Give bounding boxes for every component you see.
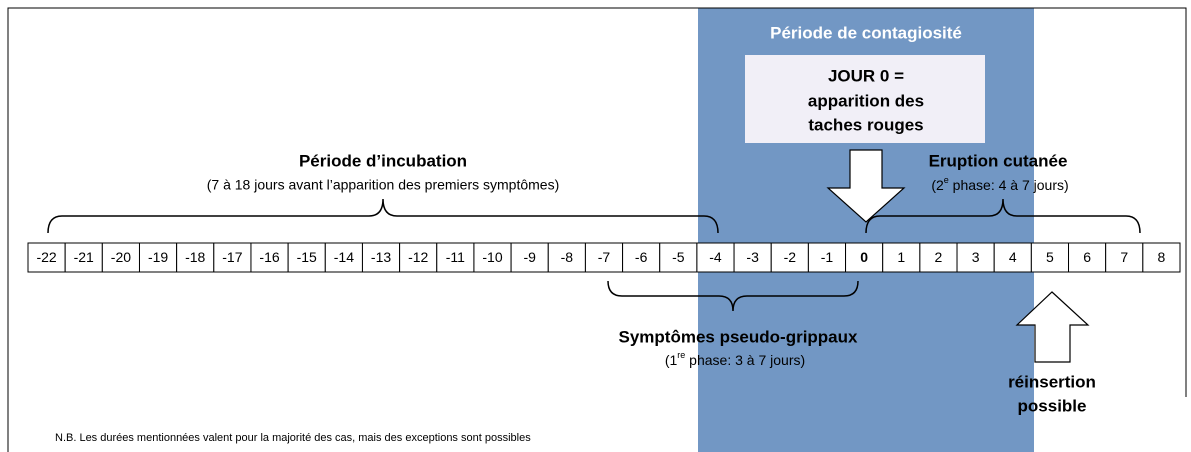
symptoms-subtitle: (1re phase: 3 à 7 jours) (665, 350, 805, 367)
day-label: -19 (148, 249, 168, 265)
day-label: -21 (74, 249, 94, 265)
day-cell (287, 242, 326, 273)
day-label: 8 (1158, 249, 1166, 265)
day-cell (138, 242, 178, 273)
day-label: -5 (672, 249, 685, 265)
day-cell (807, 242, 847, 273)
down-arrow (826, 149, 906, 223)
day-cell (845, 242, 884, 273)
day-cell (547, 242, 586, 273)
day-label: 7 (1120, 249, 1128, 265)
day-label: -2 (784, 249, 797, 265)
braces (47, 198, 1141, 312)
day-label: -16 (259, 249, 279, 265)
day-label: -17 (222, 249, 242, 265)
day-cell (659, 242, 698, 273)
day-label: -15 (297, 249, 317, 265)
day-label: 5 (1046, 249, 1054, 265)
superscript: e (944, 175, 949, 185)
eruption-title: Eruption cutanée (929, 151, 1068, 170)
frame (7, 7, 1187, 452)
text-part: phase: 3 à 7 jours) (685, 352, 805, 368)
day-cell (473, 242, 512, 273)
day-cell (993, 242, 1032, 273)
day-label: -9 (523, 249, 536, 265)
text-part: (1 (665, 352, 678, 368)
day-label: -12 (408, 249, 428, 265)
day-label: -3 (746, 249, 759, 265)
day-cell (27, 242, 66, 273)
brace (47, 198, 719, 234)
day-zero-line: taches rouges (808, 115, 923, 134)
day-cell (1068, 242, 1107, 273)
day-cell (64, 242, 103, 273)
text-part: (2 (931, 177, 944, 193)
symptoms-title: Symptômes pseudo-grippaux (619, 327, 859, 346)
brace (865, 198, 1141, 234)
day-label: 2 (935, 249, 943, 265)
day-label: -8 (561, 249, 574, 265)
day-cell (770, 242, 809, 273)
day-label: 3 (972, 249, 980, 265)
day-label: 4 (1009, 249, 1017, 265)
day-cell (882, 242, 921, 273)
up-arrow (1015, 291, 1090, 363)
incubation-title: Période d’incubation (299, 151, 467, 170)
incubation-subtitle: (7 à 18 jours avant l’apparition des pre… (207, 177, 560, 193)
day-label: -11 (446, 249, 465, 265)
day-label: -10 (482, 249, 502, 265)
day-label: -13 (371, 249, 391, 265)
note: N.B. Les durées mentionnées valent pour … (55, 432, 531, 444)
day-cell (176, 242, 215, 273)
day-label: 0 (860, 249, 868, 265)
day-cell (696, 242, 735, 273)
brace (607, 280, 859, 312)
day-label: -4 (709, 249, 722, 265)
day-label: -22 (36, 249, 56, 265)
text-part: phase: 4 à 7 jours) (949, 177, 1069, 193)
day-label: -18 (185, 249, 205, 265)
day-cell (584, 242, 624, 273)
superscript: re (677, 350, 685, 360)
day-label: -7 (598, 249, 611, 265)
day-label: -1 (821, 249, 834, 265)
day-cell (919, 242, 958, 273)
day-cell (1030, 242, 1070, 273)
day-zero-box (745, 55, 985, 143)
day-cell (101, 242, 140, 273)
day-cell (436, 242, 475, 273)
timeline: -22 -21 -20 -19 -18 -17 -16 -15 -14 -13 -12 -11 -10-… (27, 242, 1181, 273)
reinsertion-line: réinsertion (1008, 372, 1096, 391)
contagion-title: Période de contagiosité (770, 23, 962, 42)
day-zero-line: JOUR 0 = (828, 66, 904, 85)
day-zero-line: apparition des (808, 91, 924, 110)
day-cell (1142, 242, 1181, 273)
day-label: 1 (897, 249, 905, 265)
day-cell (361, 242, 401, 273)
day-cell (733, 242, 772, 273)
reinsertion-line: possible (1018, 396, 1087, 415)
day-label: -20 (111, 249, 131, 265)
day-label: 6 (1083, 249, 1091, 265)
day-label: -14 (334, 249, 354, 265)
eruption-subtitle: (2e phase: 4 à 7 jours) (931, 175, 1068, 192)
day-label: -6 (635, 249, 648, 265)
